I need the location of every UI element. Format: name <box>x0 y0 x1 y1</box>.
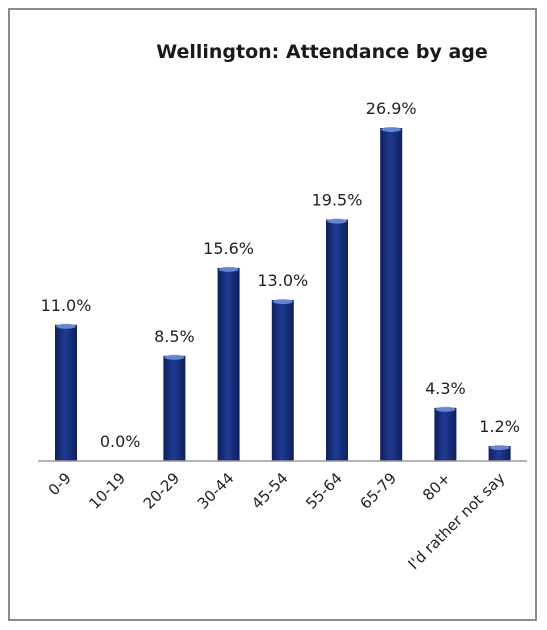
bar-0-9 <box>55 324 77 461</box>
data-labels-group: 11.0% 0.0% 8.5% 15.6%13.0% 19.5% 26.9% 4.3% 1.2… <box>41 99 520 451</box>
x-tick-I'd rather not say: I'd rather not say <box>405 469 509 573</box>
chart-title: Wellington: Attendance by age <box>156 41 488 63</box>
x-tick-10-19: 10-19 <box>85 469 129 513</box>
bar-20-29 <box>163 355 186 461</box>
bar-65-79 <box>380 128 403 461</box>
bars-group <box>55 127 511 461</box>
x-tick-labels-group: 0-9 10-19 20-29 30-44 45-54 55-64 65-79 80+I'd … <box>45 469 509 573</box>
bar-cap-45-54 <box>272 299 293 305</box>
x-tick-20-29: 20-29 <box>140 469 184 513</box>
x-tick-30-44: 30-44 <box>194 469 238 513</box>
bar-55-64 <box>326 219 348 461</box>
bar-30-44 <box>217 267 240 461</box>
x-tick-80+: 80+ <box>419 469 454 504</box>
bar-cap-65-79 <box>381 127 402 132</box>
bar-cap-I'd rather not say <box>489 445 510 451</box>
bar-45-54 <box>271 300 294 461</box>
data-label-55-64: 19.5% <box>312 191 363 210</box>
bar-80+ <box>434 407 457 461</box>
data-label-10-19: 0.0% <box>100 432 141 451</box>
x-tick-0-9: 0-9 <box>45 469 75 499</box>
data-label-30-44: 15.6% <box>203 239 254 258</box>
bar-cap-20-29 <box>164 354 185 360</box>
data-label-I'd rather not say: 1.2% <box>479 417 520 436</box>
data-label-45-54: 13.0% <box>257 271 308 290</box>
data-label-20-29: 8.5% <box>154 327 195 346</box>
bar-cap-80+ <box>435 406 456 412</box>
data-label-80+: 4.3% <box>425 379 466 398</box>
x-tick-55-64: 55-64 <box>302 469 346 513</box>
bar-I'd rather not say <box>488 446 511 461</box>
data-label-0-9: 11.0% <box>41 296 92 315</box>
data-label-65-79: 26.9% <box>366 99 417 118</box>
bar-cap-0-9 <box>56 323 76 329</box>
bar-cap-30-44 <box>218 266 239 272</box>
bar-cap-55-64 <box>327 218 347 224</box>
x-tick-65-79: 65-79 <box>356 469 400 513</box>
x-tick-45-54: 45-54 <box>248 469 292 513</box>
